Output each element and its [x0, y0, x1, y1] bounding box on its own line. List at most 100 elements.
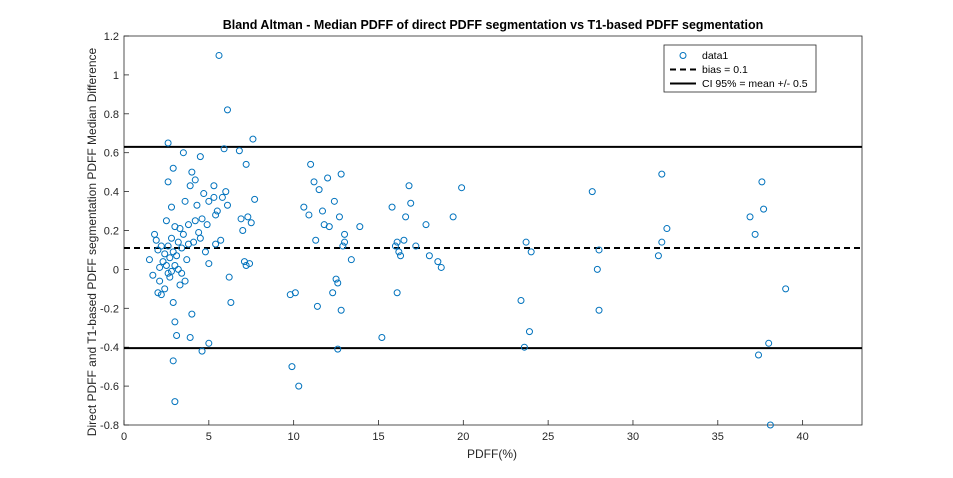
data-point	[184, 221, 192, 229]
y-tick-label: 1	[113, 70, 119, 82]
data-point	[225, 273, 233, 281]
data-point	[164, 269, 172, 277]
data-point	[391, 242, 399, 250]
data-point	[203, 221, 211, 229]
data-point	[765, 339, 773, 347]
x-axis-label: PDFF(%)	[467, 447, 517, 461]
data-point	[766, 421, 774, 429]
data-point	[157, 242, 165, 250]
y-tick-label: 0	[113, 264, 119, 276]
data-point	[166, 254, 174, 262]
data-point	[325, 223, 333, 231]
data-point	[186, 333, 194, 341]
plot-area	[123, 35, 863, 426]
data-point	[191, 217, 199, 225]
data-point	[149, 271, 157, 279]
x-tick-label: 5	[206, 431, 212, 443]
data-point	[169, 164, 177, 172]
data-point	[339, 242, 347, 250]
data-point	[201, 248, 209, 256]
data-point	[161, 250, 169, 258]
data-point	[198, 215, 206, 223]
data-point	[173, 252, 181, 260]
data-point	[169, 357, 177, 365]
data-point	[156, 263, 164, 271]
data-point	[161, 285, 169, 293]
data-point	[176, 281, 184, 289]
data-point	[318, 207, 326, 215]
data-point	[332, 275, 340, 283]
data-point	[186, 182, 194, 190]
data-point	[422, 221, 430, 229]
data-point	[198, 347, 206, 355]
data-point	[188, 168, 196, 176]
data-point	[178, 244, 186, 252]
data-point	[458, 184, 466, 192]
data-point	[171, 398, 179, 406]
data-point	[244, 213, 252, 221]
data-point	[162, 262, 170, 270]
data-point	[517, 297, 525, 305]
data-point	[251, 195, 259, 203]
data-point	[658, 238, 666, 246]
data-point	[169, 298, 177, 306]
y-tick-label: 0.6	[104, 148, 119, 160]
data-point	[191, 176, 199, 184]
data-point	[337, 170, 345, 178]
data-point	[222, 188, 230, 196]
data-point	[751, 230, 759, 238]
data-point	[164, 139, 172, 147]
data-point	[663, 225, 671, 233]
data-point	[173, 332, 181, 340]
data-point	[178, 269, 186, 277]
data-point	[746, 213, 754, 221]
y-tick-label: -0.4	[100, 342, 119, 354]
legend: data1 bias = 0.1 CI 95% = mean +/- 0.5	[663, 44, 817, 93]
data-point	[588, 188, 596, 196]
x-tick-label: 30	[627, 431, 639, 443]
data-point	[393, 238, 401, 246]
data-point	[522, 238, 530, 246]
data-point	[437, 263, 445, 271]
data-point	[190, 238, 198, 246]
legend-label-bias: bias = 0.1	[702, 64, 748, 76]
legend-label-ci: CI 95% = mean +/- 0.5	[702, 78, 808, 90]
data-point	[315, 186, 323, 194]
data-point	[388, 203, 396, 211]
data-point	[196, 234, 204, 242]
x-axis: 0 5 10 15 20 25 30 35 40	[121, 420, 809, 443]
data-point	[782, 285, 790, 293]
data-point	[183, 256, 191, 264]
data-point	[235, 147, 243, 155]
x-tick-label: 35	[712, 431, 724, 443]
data-point	[658, 170, 666, 178]
data-point	[378, 333, 386, 341]
data-point	[330, 197, 338, 205]
data-point	[295, 382, 303, 390]
data-point	[213, 207, 221, 215]
data-point	[210, 193, 218, 201]
data-point	[758, 178, 766, 186]
data-point	[210, 182, 218, 190]
data-point	[405, 182, 413, 190]
data-point	[171, 318, 179, 326]
data-point	[164, 178, 172, 186]
data-point	[154, 289, 162, 297]
data-point	[179, 149, 187, 157]
y-tick-label: 0.2	[104, 226, 119, 238]
data-point	[356, 223, 364, 231]
data-point	[310, 178, 318, 186]
data-point	[395, 248, 403, 256]
data-point	[174, 265, 182, 273]
data-point	[212, 240, 220, 248]
data-point	[205, 339, 213, 347]
data-point	[171, 262, 179, 270]
data-point	[188, 310, 196, 318]
data-point	[312, 236, 320, 244]
data-point	[755, 351, 763, 359]
y-tick-label: -0.8	[100, 420, 119, 432]
data-point	[305, 211, 313, 219]
data-point	[246, 260, 254, 268]
data-point	[434, 258, 442, 266]
data-point	[157, 291, 165, 299]
